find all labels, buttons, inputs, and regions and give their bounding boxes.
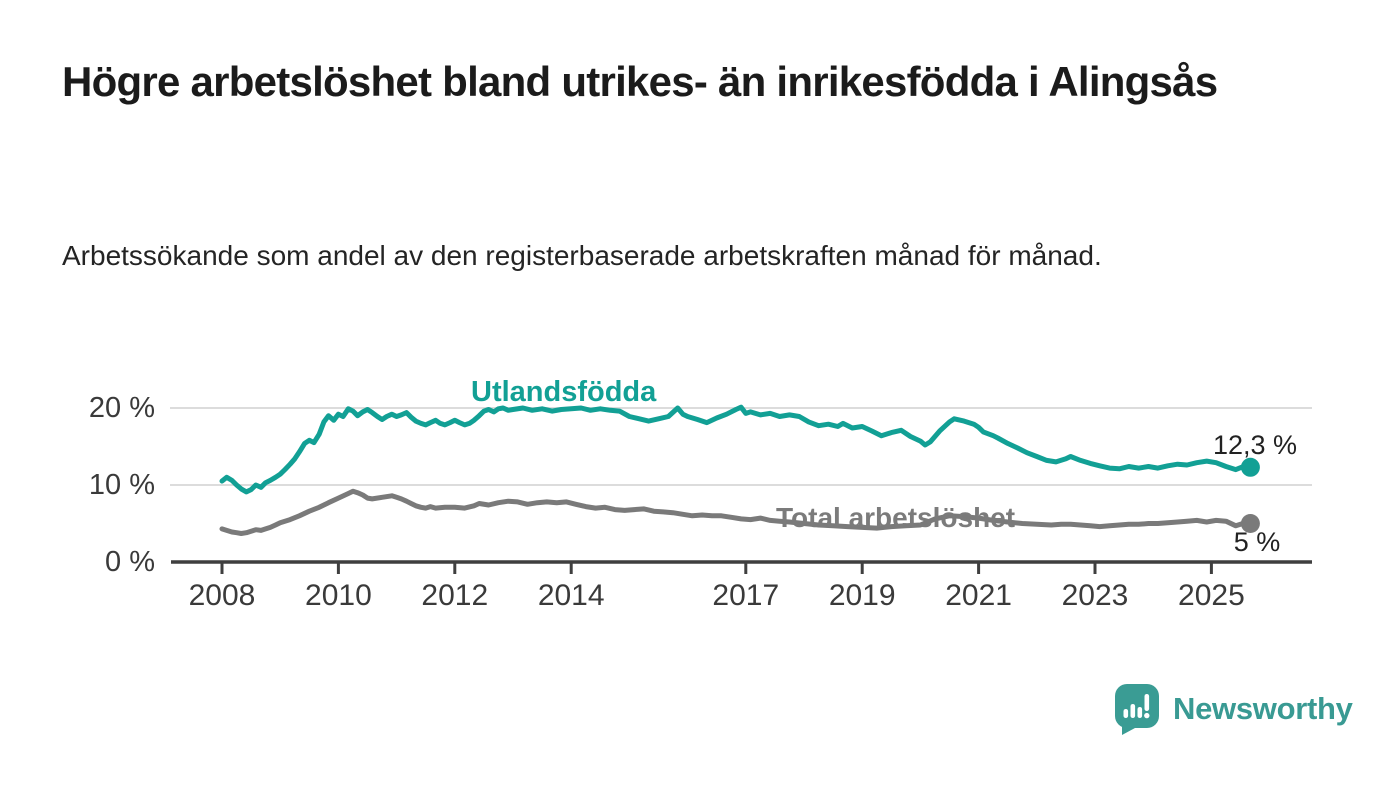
value-label-total-arbetsloshet: 5 % bbox=[1233, 527, 1281, 557]
y-tick-label: 0 % bbox=[105, 546, 155, 578]
value-label-utlandsfodda: 12,3 % bbox=[1212, 430, 1298, 460]
x-tick-label: 2019 bbox=[828, 579, 896, 612]
x-tick-label: 2021 bbox=[945, 579, 1012, 612]
y-tick-label: 10 % bbox=[88, 469, 155, 501]
newsworthy-wordmark: Newsworthy bbox=[1173, 691, 1353, 726]
x-tick-label: 2012 bbox=[421, 579, 489, 612]
y-tick-label: 20 % bbox=[88, 392, 155, 424]
series-label-utlandsfodda: Utlandsfödda bbox=[471, 376, 657, 408]
page-title: Högre arbetslöshet bland utrikes- än inr… bbox=[62, 58, 1218, 105]
x-tick-label: 2008 bbox=[188, 579, 256, 612]
x-tick-label: 2014 bbox=[537, 579, 605, 612]
series-label-total-arbetsloshet: Total arbetslöshet bbox=[776, 502, 1016, 533]
chart-subtitle: Arbetssökande som andel av den registerb… bbox=[62, 240, 1102, 271]
x-tick-label: 2023 bbox=[1061, 579, 1129, 612]
newsworthy-pin-icon bbox=[1115, 684, 1159, 735]
x-tick-label: 2010 bbox=[305, 579, 372, 612]
x-tick-label: 2025 bbox=[1178, 579, 1245, 612]
x-tick-label: 2017 bbox=[712, 579, 780, 612]
newsworthy-logo: Newsworthy bbox=[1113, 682, 1353, 736]
